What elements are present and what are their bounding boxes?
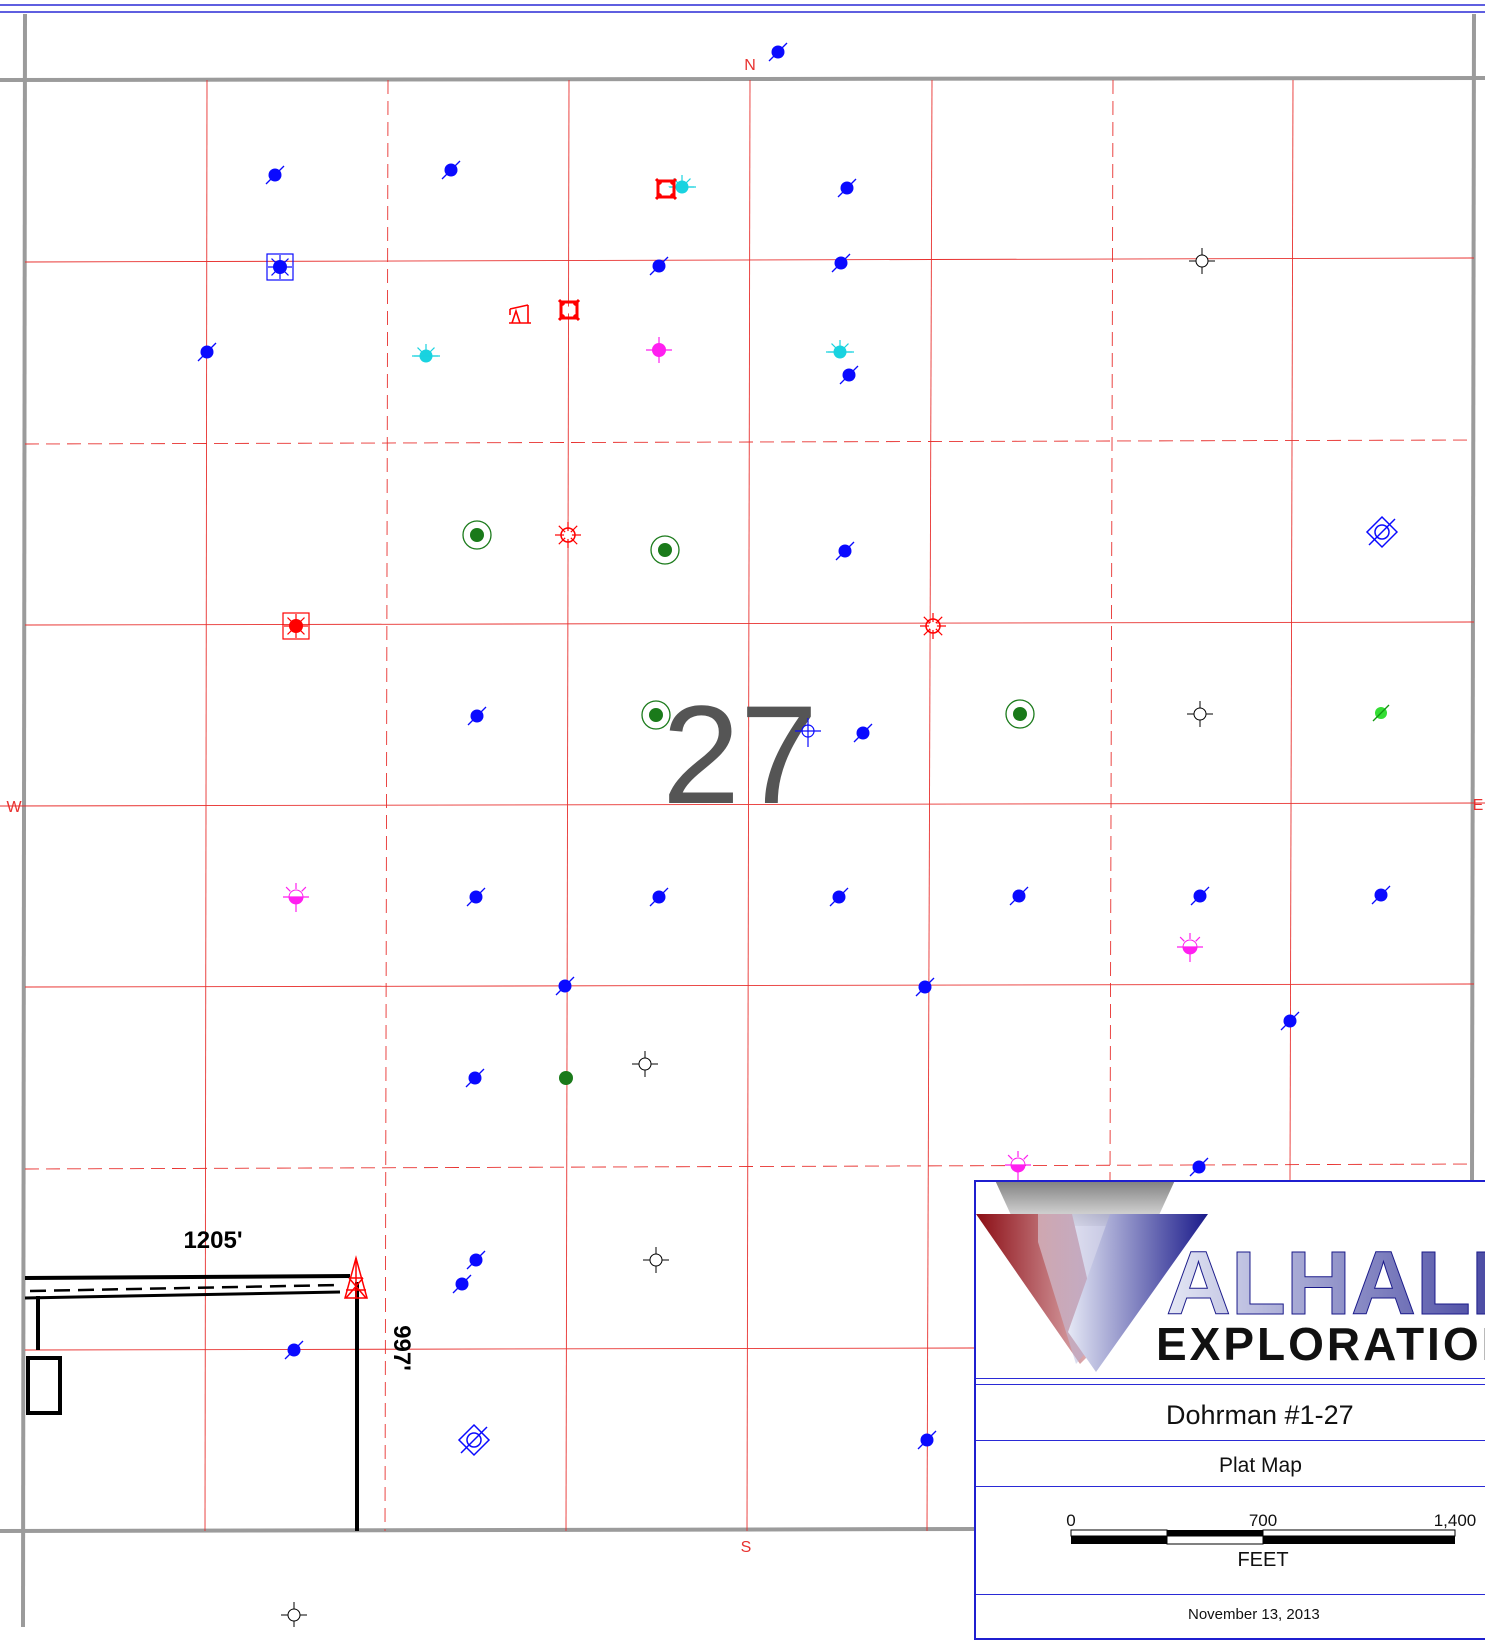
horizontal-dimension: 1205' [183, 1227, 242, 1254]
well-oil-icon [265, 165, 285, 185]
map-date: November 13, 2013 [1188, 1606, 1320, 1623]
well-green-slash-icon [1372, 704, 1390, 722]
section-number: 27 [662, 676, 818, 833]
well-green-ring-icon [1005, 699, 1035, 729]
well-oil-icon [831, 253, 851, 273]
well-oil-icon [1371, 885, 1391, 905]
well-name: Dohrman #1-27 [1166, 1400, 1354, 1430]
company-name-sub: EXPLORATION [1156, 1318, 1485, 1370]
well-location-icon [281, 1602, 307, 1627]
well-oil-boxed-icon [266, 253, 294, 281]
company-name-main: ALHALLA [1166, 1234, 1485, 1334]
scale-bar: 0 700 1,400 FEET [1066, 1512, 1477, 1571]
well-blue-cross-icon [795, 718, 821, 747]
well-oil-icon [467, 706, 487, 726]
compass-west: W [6, 799, 22, 816]
well-red-dryx-icon [654, 177, 678, 201]
scale-label-1400: 1,400 [1434, 1512, 1477, 1530]
section-border [0, 13, 1485, 1627]
well-oil-icon [835, 541, 855, 561]
well-symbols [197, 42, 1399, 1627]
well-oil-icon [829, 887, 849, 907]
well-red-gas-icon [920, 613, 946, 639]
well-oil-icon [837, 178, 857, 198]
well-oil-icon [1189, 1157, 1209, 1177]
well-oil-icon [284, 1340, 304, 1360]
well-green-ring-icon [650, 535, 680, 565]
company-logo: ALHALLA EXPLORATION [976, 1182, 1485, 1372]
well-blue-diamond-icon [457, 1423, 491, 1457]
well-oil-icon [649, 887, 669, 907]
map-type: Plat Map [1219, 1454, 1302, 1477]
well-red-dryx-icon [557, 298, 581, 322]
compass-east: E [1473, 797, 1484, 814]
well-oil-icon [466, 1250, 486, 1270]
well-magenta-half-icon [283, 883, 309, 912]
drilling-rig-icon [344, 1255, 368, 1299]
well-location-icon [643, 1247, 669, 1273]
well-location-icon [632, 1051, 658, 1077]
scale-label-0: 0 [1066, 1512, 1075, 1530]
well-green-ring-icon [462, 520, 492, 550]
well-oil-icon [768, 42, 788, 62]
well-oil-icon [466, 887, 486, 907]
well-oil-icon [452, 1274, 472, 1294]
compass-north: N [744, 57, 756, 74]
well-oil-boxed-icon [282, 612, 310, 640]
well-magenta-dot-icon [646, 337, 672, 363]
well-location-icon [1187, 701, 1213, 727]
well-red-gas-icon [555, 522, 581, 548]
title-block: ALHALLA EXPLORATION Dohrman #1-27 Plat M… [974, 1180, 1485, 1640]
compass-south: S [741, 1539, 752, 1556]
well-pumpjack-icon [509, 304, 531, 324]
well-oil-icon [197, 342, 217, 362]
well-cyan-star-icon [412, 344, 440, 363]
well-oil-icon [853, 723, 873, 743]
scale-unit: FEET [1237, 1549, 1288, 1571]
vertical-dimension: 997' [388, 1325, 415, 1371]
well-oil-icon [441, 160, 461, 180]
well-oil-icon [1280, 1011, 1300, 1031]
well-oil-icon [555, 976, 575, 996]
well-magenta-half-icon [1177, 933, 1203, 962]
quarter-grid [0, 79, 1485, 1532]
well-oil-icon [915, 977, 935, 997]
well-cyan-star-icon [826, 340, 854, 359]
well-blue-diamond-icon [1365, 515, 1399, 549]
well-oil-icon [839, 365, 859, 385]
well-green-dot-icon [559, 1071, 573, 1085]
well-oil-icon [1190, 886, 1210, 906]
lease-diagram [24, 1274, 359, 1531]
well-magenta-half-icon [1005, 1151, 1031, 1180]
well-oil-icon [649, 256, 669, 276]
scale-label-700: 700 [1249, 1512, 1277, 1530]
well-oil-icon [465, 1068, 485, 1088]
well-green-ring-icon [641, 700, 671, 730]
well-oil-icon [1009, 886, 1029, 906]
well-oil-icon [917, 1430, 937, 1450]
well-location-icon [1189, 248, 1215, 274]
